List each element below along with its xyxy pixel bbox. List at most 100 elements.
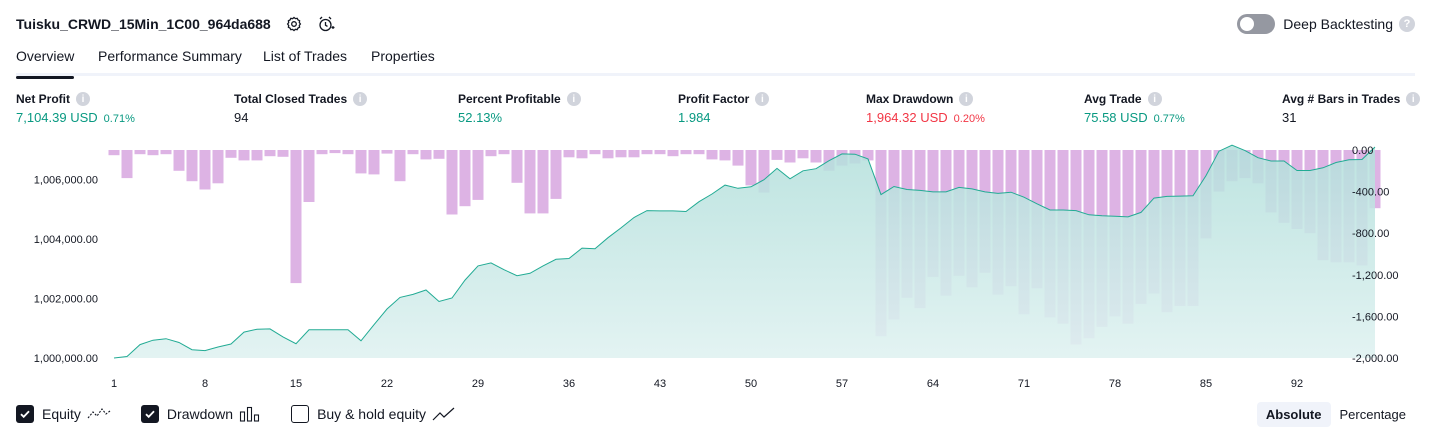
info-icon[interactable]: i	[353, 92, 368, 106]
drawdown-bar	[589, 150, 601, 155]
x-tick-label: 57	[836, 378, 848, 390]
drawdown-bar	[472, 150, 484, 200]
metric-value: 1,964.32 USD	[866, 110, 948, 125]
metric-percent: 0.20%	[953, 113, 985, 125]
x-tick-label: 71	[1018, 378, 1030, 390]
drawdown-bar	[719, 150, 731, 161]
info-icon[interactable]: i	[959, 92, 974, 106]
drawdown-bar	[329, 150, 341, 154]
drawdown-bar	[212, 150, 224, 184]
drawdown-bars-icon	[239, 406, 261, 422]
drawdown-bar	[290, 150, 302, 284]
checkbox-unchecked-icon[interactable]	[291, 405, 310, 423]
info-icon[interactable]: i	[76, 92, 90, 106]
metric-value: 7,104.39 USD	[16, 110, 98, 125]
drawdown-bar	[628, 150, 640, 158]
metric-percent: 0.77%	[1153, 113, 1185, 125]
add-alert-clock-icon[interactable]	[317, 15, 335, 33]
y-right-tick-label: -800.00	[1352, 228, 1389, 240]
info-icon[interactable]: i	[566, 92, 581, 106]
metric-percent-profitable: Percent Profitable i 52.13%	[458, 92, 581, 125]
drawdown-bar	[147, 150, 159, 156]
drawdown-bar	[225, 150, 237, 158]
x-tick-label: 22	[381, 378, 393, 390]
metric-value: 75.58 USD	[1084, 110, 1148, 125]
tab-overview[interactable]: Overview	[16, 48, 75, 79]
drawdown-bar	[303, 150, 315, 202]
legend-drawdown-toggle[interactable]: Drawdown	[140, 405, 261, 423]
metric-avg-bars: Avg # Bars in Trades i 31	[1282, 92, 1421, 125]
equity-line	[113, 144, 1376, 359]
drawdown-bar	[667, 150, 679, 157]
help-question-icon[interactable]: ?	[1399, 16, 1415, 32]
x-tick-label: 92	[1291, 378, 1303, 390]
y-left-tick-label: 1,004,000.00	[34, 234, 98, 246]
drawdown-bar	[251, 150, 263, 161]
x-tick-label: 64	[927, 378, 939, 390]
drawdown-bar	[394, 150, 406, 182]
drawdown-bar	[602, 150, 614, 159]
info-icon[interactable]: i	[755, 92, 770, 106]
deep-backtesting-toggle[interactable]	[1237, 14, 1276, 34]
legend-buy-hold-toggle[interactable]: Buy & hold equity	[291, 405, 456, 423]
metric-value: 94	[234, 110, 249, 125]
drawdown-bar	[641, 150, 653, 155]
drawdown-bar	[745, 150, 757, 186]
metric-value: 52.13%	[458, 110, 503, 125]
x-tick-label: 43	[654, 378, 666, 390]
drawdown-bar	[446, 150, 458, 215]
x-tick-label: 8	[202, 378, 208, 390]
metric-value: 1.984	[678, 110, 711, 125]
drawdown-bar	[121, 150, 133, 179]
metric-label: Percent Profitable	[458, 92, 561, 106]
drawdown-bar	[134, 150, 146, 155]
y-axis-left: 1,000,000.00 1,002,000.00 1,004,000.00 1,00…	[34, 175, 98, 365]
x-axis: 1 8 15 22 29 36 43 50 57 64 71 78 85 92	[111, 378, 1303, 390]
y-axis-right: 0.00 -400.00 -800.00 -1,200.00 -1,600.00 -2,0…	[1352, 145, 1398, 365]
drawdown-bar	[186, 150, 198, 182]
drawdown-bar	[173, 150, 185, 171]
metric-total-closed-trades: Total Closed Trades i 94	[234, 92, 368, 125]
legend-equity-toggle[interactable]: Equity	[16, 405, 111, 423]
drawdown-bar	[277, 150, 289, 157]
metric-label: Net Profit	[16, 92, 70, 106]
drawdown-bar	[732, 150, 744, 166]
legend-label: Equity	[42, 406, 81, 422]
metric-label: Avg Trade	[1084, 92, 1142, 106]
drawdown-bar	[563, 150, 575, 158]
tab-properties[interactable]: Properties	[371, 48, 435, 64]
drawdown-bar	[264, 150, 276, 157]
tab-performance-summary[interactable]: Performance Summary	[98, 48, 242, 64]
tab-list-of-trades[interactable]: List of Trades	[263, 48, 348, 64]
checkbox-checked-icon[interactable]	[16, 405, 34, 423]
drawdown-bar	[381, 150, 393, 154]
drawdown-bar	[485, 150, 497, 157]
info-icon[interactable]: i	[1406, 92, 1421, 106]
y-left-tick-label: 1,002,000.00	[34, 294, 98, 306]
settings-gear-icon[interactable]	[285, 15, 303, 33]
x-tick-label: 29	[472, 378, 484, 390]
legend-label: Buy & hold equity	[317, 406, 427, 422]
equity-drawdown-chart[interactable]: 1,000,000.00 1,002,000.00 1,004,000.00 1,00…	[0, 140, 1431, 398]
drawdown-bar	[459, 150, 471, 207]
y-right-tick-label: -400.00	[1352, 187, 1389, 199]
x-tick-label: 50	[745, 378, 757, 390]
buy-hold-line-icon	[432, 406, 456, 422]
drawdown-bar	[355, 150, 367, 174]
absolute-button[interactable]: Absolute	[1256, 401, 1331, 427]
metric-label: Total Closed Trades	[234, 92, 348, 106]
drawdown-bar	[342, 150, 354, 155]
drawdown-bar	[407, 150, 419, 155]
drawdown-bar	[199, 150, 211, 190]
drawdown-bar	[862, 150, 874, 161]
metric-max-drawdown: Max Drawdown i 1,964.32 USD 0.20%	[866, 92, 985, 125]
info-icon[interactable]: i	[1147, 92, 1162, 106]
strategy-header: Tuisku_CRWD_15Min_1C00_964da688	[16, 12, 335, 36]
drawdown-bar	[160, 150, 172, 155]
drawdown-bar	[654, 150, 666, 155]
drawdown-bar	[550, 150, 562, 199]
checkbox-checked-icon[interactable]	[140, 405, 159, 423]
drawdown-bar	[537, 150, 549, 214]
percentage-button[interactable]: Percentage	[1339, 406, 1407, 422]
x-tick-label: 85	[1200, 378, 1212, 390]
